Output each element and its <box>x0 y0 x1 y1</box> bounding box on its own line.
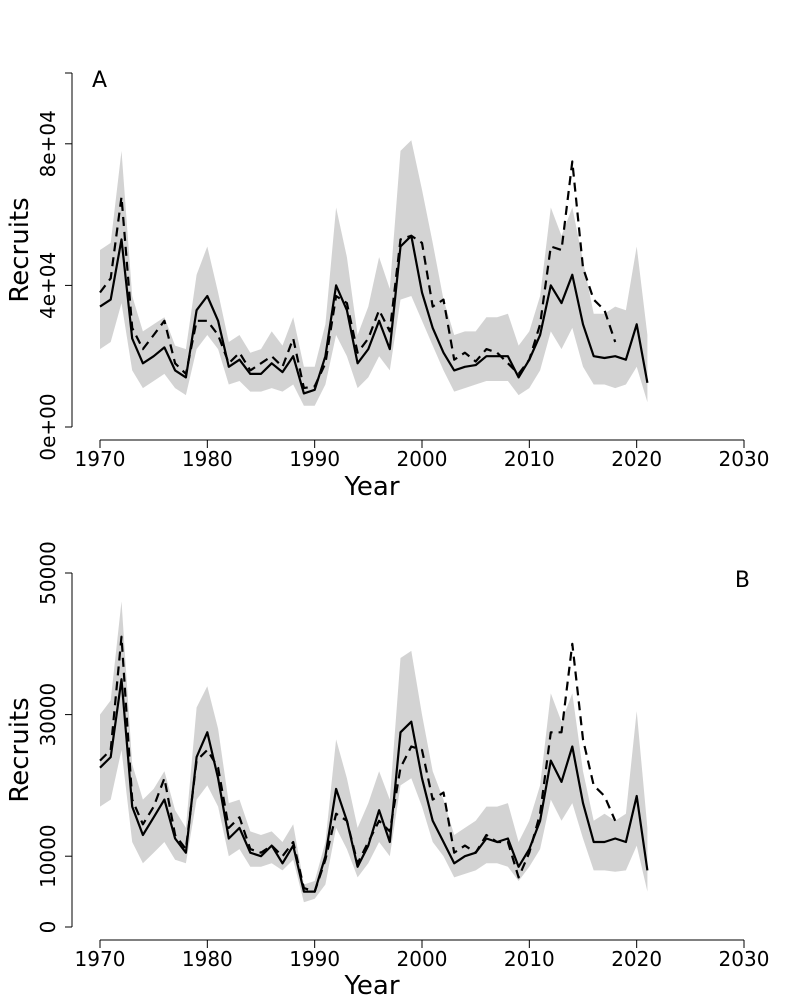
x-tick-label: 2000 <box>397 947 448 971</box>
confidence-band <box>100 601 648 903</box>
x-tick-label: 2000 <box>397 447 448 471</box>
x-tick-label: 1990 <box>289 947 340 971</box>
y-tick-label: 50000 <box>36 541 60 605</box>
y-tick-label: 30000 <box>36 683 60 747</box>
y-tick-label: 10000 <box>36 824 60 888</box>
y-axis-title: Recruits <box>5 697 35 802</box>
dashed-series-line <box>99 635 617 893</box>
confidence-band <box>100 140 648 406</box>
x-tick-label: 1990 <box>289 447 340 471</box>
y-tick-label: 8e+04 <box>36 110 60 177</box>
dashed-series-line <box>99 160 617 390</box>
y-tick-label: 0 <box>36 921 60 934</box>
panel-b: 1970 1980 1990 2000 2010 2020 2030 Year 0 10000 30… <box>5 541 769 1000</box>
solid-series-line <box>99 678 649 893</box>
y-tick-label: 0e+00 <box>36 393 60 460</box>
panel-label: B <box>735 568 750 593</box>
panel-label: A <box>92 68 107 93</box>
x-tick-label: 2030 <box>719 447 770 471</box>
x-tick-label: 2010 <box>504 447 555 471</box>
panel-a: 1970 1980 1990 2000 2010 2020 2030 Year 0e+00 4e+… <box>5 68 769 502</box>
x-axis-title: Year <box>343 971 399 1000</box>
y-axis-title: Recruits <box>5 197 35 302</box>
x-axis-title: Year <box>343 472 399 502</box>
x-tick-label: 1980 <box>182 447 233 471</box>
x-tick-label: 1980 <box>182 947 233 971</box>
x-tick-label: 1970 <box>75 947 126 971</box>
x-tick-label: 2020 <box>611 947 662 971</box>
x-tick-label: 2020 <box>611 447 662 471</box>
x-tick-label: 2010 <box>504 947 555 971</box>
x-tick-label: 1970 <box>75 447 126 471</box>
y-tick-label: 4e+04 <box>36 252 60 319</box>
x-tick-label: 2030 <box>719 947 770 971</box>
